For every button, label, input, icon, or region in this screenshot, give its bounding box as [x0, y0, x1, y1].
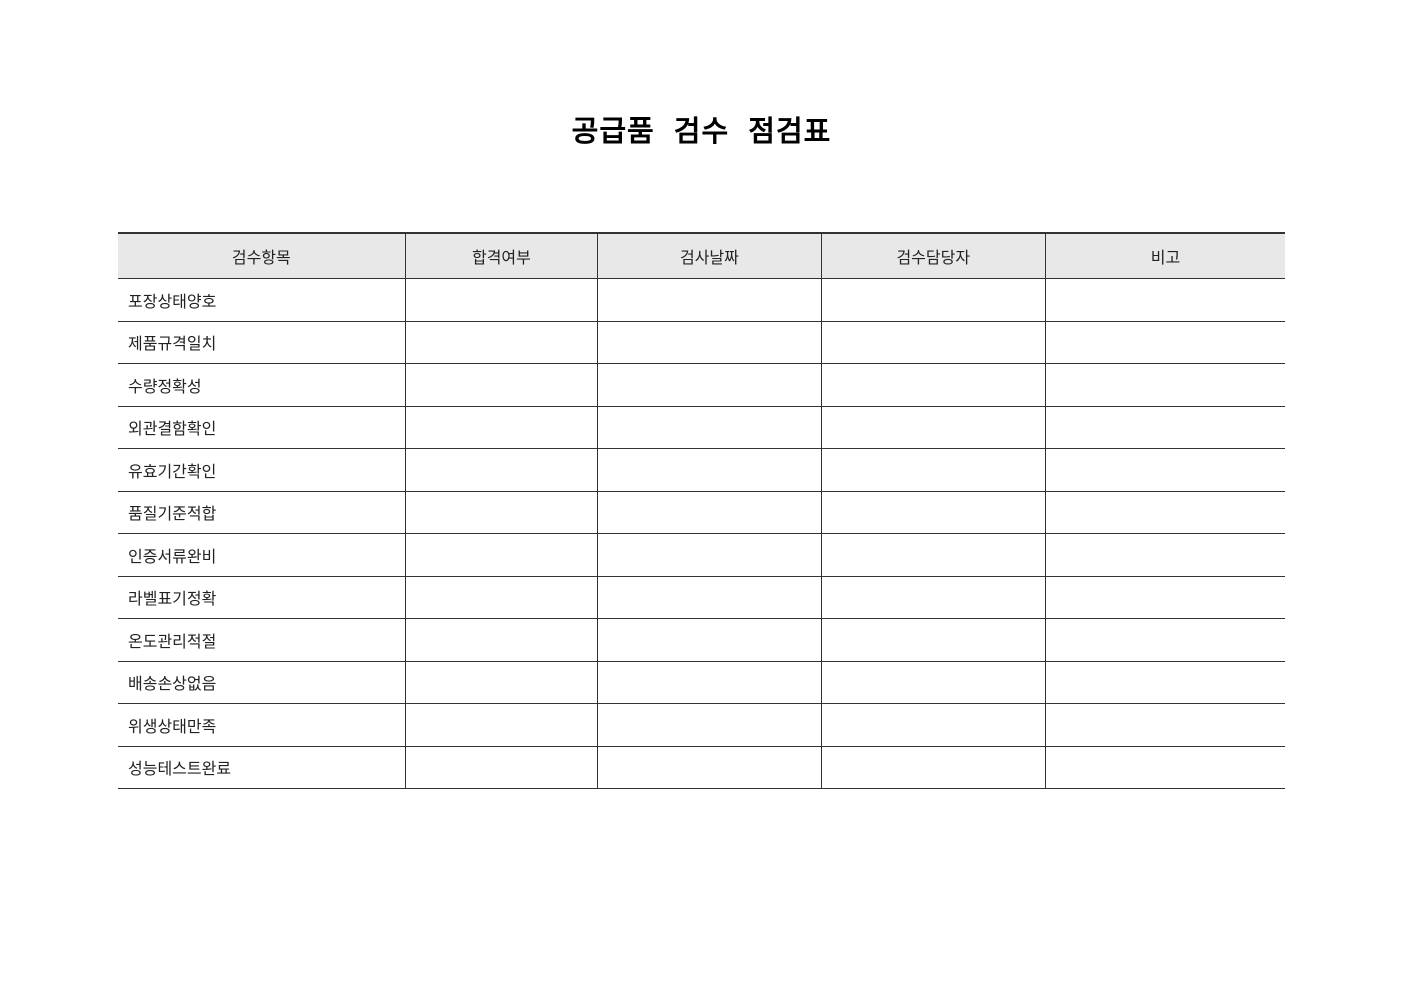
blank-cell[interactable] — [597, 576, 822, 619]
blank-cell[interactable] — [820, 321, 1046, 364]
blank-cell[interactable] — [597, 363, 822, 407]
item-label: 인증서류완비 — [118, 533, 406, 577]
blank-cell[interactable] — [1044, 618, 1285, 662]
table-row: 온도관리적절 — [118, 618, 1285, 662]
header-row: 검수항목 합격여부 검사날짜 검수담당자 비고 — [118, 232, 1285, 279]
table-row: 배송손상없음 — [118, 661, 1285, 704]
blank-cell[interactable] — [597, 321, 822, 364]
blank-cell[interactable] — [1044, 703, 1285, 747]
blank-cell[interactable] — [404, 661, 598, 704]
blank-cell[interactable] — [404, 618, 598, 662]
column-header: 검수담당자 — [820, 232, 1046, 279]
blank-cell[interactable] — [820, 491, 1046, 534]
table-row: 인증서류완비 — [118, 533, 1285, 577]
blank-cell[interactable] — [597, 278, 822, 322]
blank-cell[interactable] — [820, 703, 1046, 747]
blank-cell[interactable] — [1044, 406, 1285, 449]
table-row: 수량정확성 — [118, 363, 1285, 407]
blank-cell[interactable] — [597, 703, 822, 747]
blank-cell[interactable] — [404, 278, 598, 322]
blank-cell[interactable] — [597, 406, 822, 449]
blank-cell[interactable] — [404, 746, 598, 789]
blank-cell[interactable] — [404, 491, 598, 534]
item-label: 포장상태양호 — [118, 278, 406, 322]
blank-cell[interactable] — [820, 746, 1046, 789]
blank-cell[interactable] — [1044, 448, 1285, 492]
item-label: 온도관리적절 — [118, 618, 406, 662]
column-header: 검수항목 — [118, 232, 406, 279]
blank-cell[interactable] — [820, 278, 1046, 322]
item-label: 위생상태만족 — [118, 703, 406, 747]
blank-cell[interactable] — [404, 533, 598, 577]
inspection-table: 검수항목 합격여부 검사날짜 검수담당자 비고 포장상태양호 제품규격일치 수량정확성 외관결… — [118, 232, 1285, 789]
blank-cell[interactable] — [1044, 661, 1285, 704]
item-label: 제품규격일치 — [118, 321, 406, 364]
blank-cell[interactable] — [1044, 746, 1285, 789]
item-label: 수량정확성 — [118, 363, 406, 407]
page-title: 공급품 검수 점검표 — [571, 114, 832, 148]
table-row: 외관결함확인 — [118, 406, 1285, 449]
blank-cell[interactable] — [404, 363, 598, 407]
item-label: 라벨표기정확 — [118, 576, 406, 619]
item-label: 성능테스트완료 — [118, 746, 406, 789]
blank-cell[interactable] — [1044, 278, 1285, 322]
blank-cell[interactable] — [820, 363, 1046, 407]
column-header: 합격여부 — [404, 232, 598, 279]
blank-cell[interactable] — [404, 321, 598, 364]
blank-cell[interactable] — [597, 491, 822, 534]
blank-cell[interactable] — [597, 533, 822, 577]
item-label: 유효기간확인 — [118, 448, 406, 492]
blank-cell[interactable] — [820, 406, 1046, 449]
item-label: 배송손상없음 — [118, 661, 406, 704]
table-row: 제품규격일치 — [118, 321, 1285, 364]
blank-cell[interactable] — [820, 618, 1046, 662]
table-row: 품질기준적합 — [118, 491, 1285, 534]
blank-cell[interactable] — [820, 448, 1046, 492]
blank-cell[interactable] — [404, 448, 598, 492]
blank-cell[interactable] — [1044, 321, 1285, 364]
blank-cell[interactable] — [597, 661, 822, 704]
blank-cell[interactable] — [1044, 576, 1285, 619]
table-row: 성능테스트완료 — [118, 746, 1285, 789]
table-row: 라벨표기정확 — [118, 576, 1285, 619]
column-header: 검사날짜 — [597, 232, 822, 279]
blank-cell[interactable] — [404, 703, 598, 747]
blank-cell[interactable] — [404, 406, 598, 449]
blank-cell[interactable] — [1044, 533, 1285, 577]
blank-cell[interactable] — [404, 576, 598, 619]
blank-cell[interactable] — [597, 746, 822, 789]
item-label: 품질기준적합 — [118, 491, 406, 534]
blank-cell[interactable] — [820, 576, 1046, 619]
table-row: 위생상태만족 — [118, 703, 1285, 747]
blank-cell[interactable] — [597, 618, 822, 662]
column-header: 비고 — [1044, 232, 1285, 279]
blank-cell[interactable] — [820, 533, 1046, 577]
blank-cell[interactable] — [820, 661, 1046, 704]
blank-cell[interactable] — [1044, 363, 1285, 407]
table-row: 포장상태양호 — [118, 278, 1285, 322]
item-label: 외관결함확인 — [118, 406, 406, 449]
blank-cell[interactable] — [1044, 491, 1285, 534]
table-row: 유효기간확인 — [118, 448, 1285, 492]
blank-cell[interactable] — [597, 448, 822, 492]
